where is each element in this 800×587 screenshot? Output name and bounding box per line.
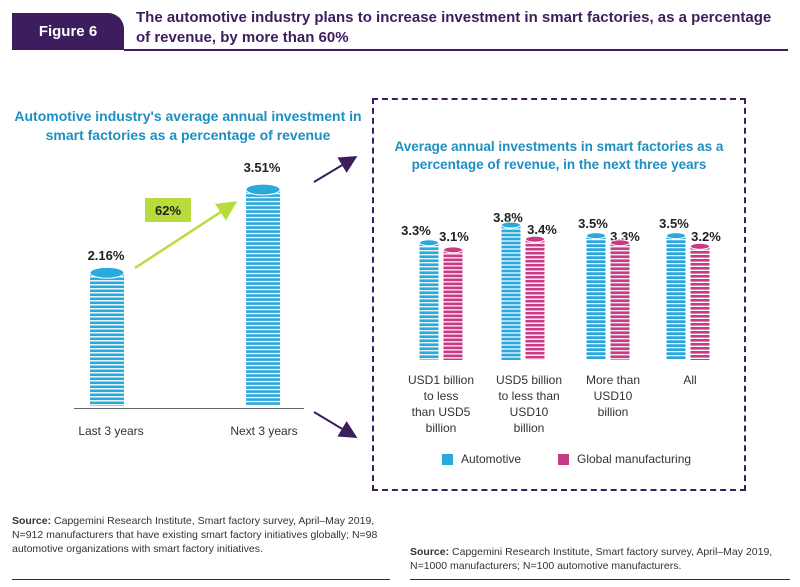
left-value-label-0: 2.16% xyxy=(87,248,125,263)
source-left-rule xyxy=(12,579,390,580)
legend-swatch-global xyxy=(558,453,569,465)
source-left: Source: Capgemini Research Institute, Sm… xyxy=(12,515,378,555)
growth-arrow xyxy=(134,201,238,270)
left-value-label-1: 3.51% xyxy=(243,160,281,175)
auto-label-0: 3.3% xyxy=(401,223,431,238)
global-label-0: 3.1% xyxy=(439,229,469,244)
global-label-1: 3.4% xyxy=(527,222,557,237)
auto-bar-0 xyxy=(419,239,439,360)
figure-badge: Figure 6 xyxy=(12,13,124,50)
right-category-2: More than USD10 billion xyxy=(585,373,641,419)
right-category-0: USD1 billion to less than USD5 billion xyxy=(407,373,475,435)
left-bar-1 xyxy=(245,183,281,407)
left-baseline xyxy=(74,408,304,409)
right-category-1: USD5 billion to less than USD10 billion xyxy=(495,373,563,435)
right-chart-title: Average annual investments in smart fact… xyxy=(394,139,724,172)
left-category-1: Next 3 years xyxy=(230,424,298,438)
left-category-0: Last 3 years xyxy=(78,424,144,438)
auto-label-2: 3.5% xyxy=(578,216,608,231)
legend-swatch-automotive xyxy=(442,453,453,465)
pointer-arrow-down xyxy=(313,411,358,439)
source-right: Source: Capgemini Research Institute, Sm… xyxy=(410,546,773,572)
auto-label-3: 3.5% xyxy=(659,216,689,231)
auto-bar-2 xyxy=(586,232,606,361)
source-right-rule xyxy=(410,579,790,580)
right-chart-frame xyxy=(372,98,746,491)
figure-title: The automotive industry plans to increas… xyxy=(136,9,772,46)
growth-badge: 62% xyxy=(145,198,191,222)
global-bar-2 xyxy=(610,239,630,360)
auto-bar-3 xyxy=(666,232,686,361)
auto-bar-1 xyxy=(501,221,521,360)
global-bar-3 xyxy=(690,242,710,360)
legend-global: Global manufacturing xyxy=(558,452,691,466)
right-category-3: All xyxy=(683,373,697,387)
pointer-arrow-up xyxy=(313,155,358,183)
global-label-3: 3.2% xyxy=(691,229,721,244)
auto-label-1: 3.8% xyxy=(493,210,523,225)
global-bar-0 xyxy=(443,246,463,360)
left-bar-0 xyxy=(89,266,125,406)
title-divider xyxy=(124,49,788,51)
left-chart-title: Automotive industry's average annual inv… xyxy=(14,108,362,143)
legend-label-automotive: Automotive xyxy=(461,452,522,466)
global-bar-1 xyxy=(525,235,545,360)
legend-label-global: Global manufacturing xyxy=(577,452,692,466)
legend-automotive: Automotive xyxy=(442,452,521,466)
